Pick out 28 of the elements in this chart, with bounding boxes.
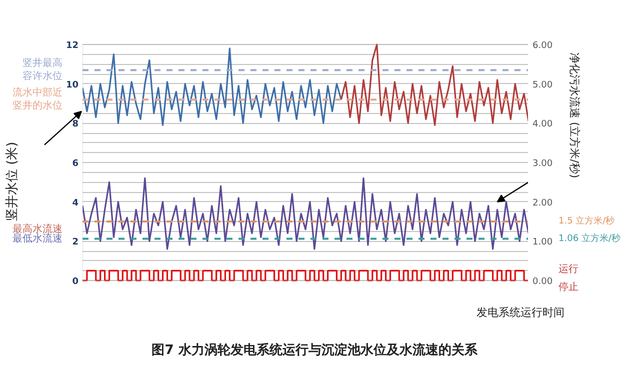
y-tick-label: 4 bbox=[72, 198, 79, 208]
line-series bbox=[340, 44, 528, 126]
text: 最低水流速 bbox=[12, 232, 62, 245]
text: 运行 bbox=[558, 263, 578, 276]
y-axis-title: 竖井水位 (米) bbox=[5, 142, 20, 222]
ref-line-label: 1.5 立方米/秒 bbox=[558, 216, 615, 226]
y-tick-label: 6 bbox=[72, 159, 79, 169]
y2-tick-label: 6.00 bbox=[532, 41, 553, 51]
text: 停止 bbox=[558, 280, 578, 293]
ref-line-label: 流水中部近竖井的水位 bbox=[12, 86, 62, 112]
y-tick-label: 0 bbox=[72, 277, 79, 287]
text: 图7 水力涡轮发电系统运行与沉淀池水位及水流速的关系 bbox=[152, 342, 478, 358]
y-tick-label: 8 bbox=[72, 120, 79, 130]
y-tick-label: 10 bbox=[66, 80, 79, 90]
y2-tick-label: 0.00 bbox=[532, 277, 553, 287]
y-tick-label: 12 bbox=[66, 41, 79, 51]
y2-tick-label: 4.00 bbox=[532, 120, 553, 130]
line-series bbox=[82, 177, 528, 250]
y2-tick-label: 3.00 bbox=[532, 159, 553, 169]
y2-tick-label: 5.00 bbox=[532, 80, 553, 90]
ref-line-label: 1.06 立方米/秒 bbox=[558, 232, 620, 244]
line-series bbox=[82, 48, 342, 126]
y2-axis-title: 净化污水流速 (立方米/秒) bbox=[568, 52, 581, 178]
y2-tick-label: 1.00 bbox=[532, 238, 553, 248]
y2-tick-label: 2.00 bbox=[532, 198, 553, 208]
y-tick-label: 2 bbox=[72, 238, 79, 248]
ref-line-label: 竖井最高容许水位 bbox=[22, 56, 62, 82]
x-axis-title: 发电系统运行时间 bbox=[476, 306, 564, 319]
